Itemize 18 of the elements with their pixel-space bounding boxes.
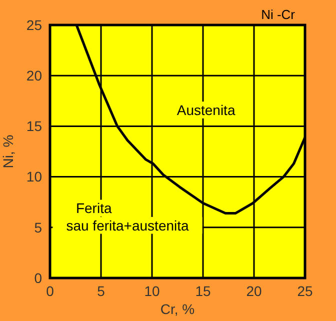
- y-tick-label: 25: [26, 16, 42, 33]
- chart-title: Ni -Cr: [261, 7, 296, 22]
- x-tick-label: 0: [46, 283, 54, 299]
- y-tick-label: 15: [26, 118, 42, 134]
- x-tick-label: 25: [297, 283, 313, 299]
- annotation: sau ferita+austenita: [66, 217, 190, 234]
- x-tick-label: 15: [195, 283, 211, 299]
- y-tick-label: 20: [26, 68, 42, 84]
- y-tick-label: 0: [34, 270, 42, 286]
- y-tick-label: 10: [26, 168, 42, 185]
- y-axis-title: Ni, %: [0, 134, 16, 168]
- x-tick-label: 20: [246, 283, 262, 299]
- x-tick-label: 10: [144, 283, 160, 299]
- x-axis-title: Cr, %: [160, 301, 195, 317]
- annotation: Austenita: [176, 102, 236, 118]
- y-tick-label: 5: [34, 219, 42, 236]
- annotation: Ferita: [76, 200, 112, 216]
- x-tick-label: 5: [97, 283, 106, 299]
